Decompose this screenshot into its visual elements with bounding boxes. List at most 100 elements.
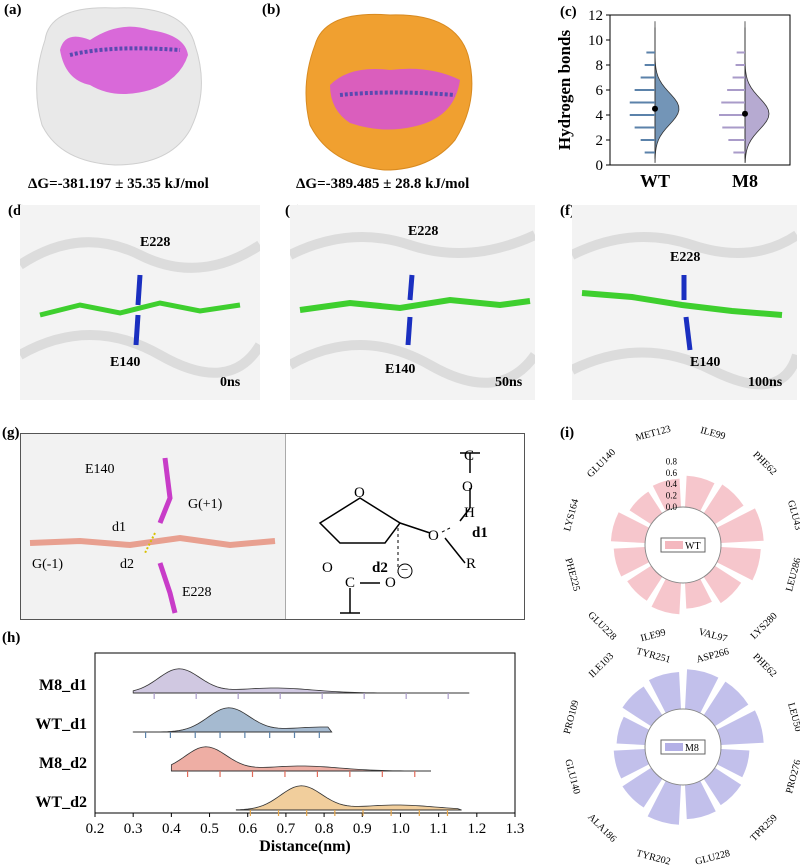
panel-c-label: (c) <box>560 4 577 20</box>
h-xtick-label: 0.7 <box>277 821 296 837</box>
h-xtick-label: 0.4 <box>162 821 181 837</box>
h-xtick-label: 0.6 <box>238 821 257 837</box>
g-o-bottom-right: O <box>385 575 396 591</box>
i-bar-leu50 <box>716 710 764 746</box>
panel-g-label: (g) <box>2 425 20 441</box>
panel-e-e140: E140 <box>385 362 416 377</box>
h-xlabel: Distance(nm) <box>259 838 351 855</box>
h-xtick-label: 0.3 <box>124 821 143 837</box>
i-bar-glu228 <box>684 780 716 820</box>
i-bar-tyr251 <box>651 578 682 615</box>
i-category-label: ILE103 <box>587 651 616 680</box>
g-s-d2: d2 <box>372 560 388 576</box>
panel-f-label: (f) <box>560 203 575 219</box>
i-bar-phe62 <box>703 484 744 525</box>
h-xtick-label: 1.2 <box>467 821 486 837</box>
g-c-bottom: C <box>345 575 356 591</box>
i-rtick-label: 0.2 <box>666 491 677 501</box>
chart-h: 0.2 0.3 0.4 0.5 0.6 0.7 0.8 0.9 1.0 1.1 1.2 1.3 Dist… <box>35 652 525 855</box>
md-snapshot-e <box>290 205 535 400</box>
i-category-label: ILE99 <box>699 425 727 442</box>
c-ytick-label: 0 <box>596 158 604 174</box>
panel-b-label: (b) <box>262 2 281 18</box>
c-mean-point <box>742 110 748 117</box>
c-xtick-label-wt: WT <box>640 171 670 191</box>
h-density-wt_d2 <box>235 785 462 811</box>
i-legend-m8: M8 <box>685 743 699 754</box>
i-category-label: GLU228 <box>694 848 731 865</box>
g-o-top: O <box>462 479 473 495</box>
i-bar-lys164 <box>610 512 650 544</box>
g-r: R <box>466 556 477 572</box>
i-bar-glu140 <box>629 491 663 525</box>
protein-surface-b <box>305 13 473 171</box>
i-category-label: LEU286 <box>784 557 800 593</box>
h-series-label-wt_d2: WT_d2 <box>35 794 87 811</box>
i-bar-met123 <box>652 478 682 512</box>
g-c-top: C <box>464 448 475 464</box>
c-ylabel: Hydrogen bonds <box>555 30 574 151</box>
i-category-label: TPR259 <box>748 812 779 843</box>
i-bar-glu43 <box>716 508 764 544</box>
i-bar-pro276 <box>716 748 750 778</box>
i-bar-glu140 <box>613 748 650 779</box>
protein-surface-a <box>36 7 202 166</box>
i-category-label: GLU228 <box>585 610 618 643</box>
c-mean-point <box>652 105 658 112</box>
i-category-label: LYS280 <box>749 611 780 642</box>
i-bar-glu228 <box>627 565 663 601</box>
g-h: H <box>464 505 475 521</box>
i-category-label: GLU140 <box>562 758 582 795</box>
h-xtick-label: 0.8 <box>315 821 334 837</box>
i-category-label: PHE225 <box>562 557 581 593</box>
h-xtick-label: 1.1 <box>429 821 448 837</box>
i-category-label: ASP266 <box>695 646 730 665</box>
c-ytick-label: 10 <box>588 33 603 49</box>
c-violin-m8 <box>744 21 770 163</box>
h-xtick-label: 1.3 <box>506 821 525 837</box>
panel-d-e228: E228 <box>140 235 171 250</box>
i-category-label: PRO109 <box>562 699 582 735</box>
i-category-label: ALA186 <box>585 812 618 845</box>
h-series-label-m8_d2: M8_d2 <box>39 755 87 772</box>
i-bar-lys280 <box>703 565 742 604</box>
panel-a-label: (a) <box>4 2 22 18</box>
i-category-label: MET123 <box>634 425 672 444</box>
panel-f-e228: E228 <box>670 250 701 265</box>
chart-c: 0 2 4 6 8 10 12 Hydrogen bonds WT M8 <box>555 8 791 191</box>
panel-i-label: (i) <box>560 425 575 441</box>
c-xtick-label-m8: M8 <box>732 171 758 191</box>
i-rtick-label: 0.6 <box>666 468 678 478</box>
i-bar-ala186 <box>622 767 663 808</box>
i-category-label: LEU50 <box>785 702 800 733</box>
c-ytick-label: 8 <box>596 58 604 74</box>
g-minus: − <box>401 562 409 577</box>
panel-f-e140: E140 <box>690 355 721 370</box>
g-ring-o: O <box>354 485 365 501</box>
h-series-label-m8_d1: M8_d1 <box>39 677 87 694</box>
i-bar-phe62 <box>703 681 749 727</box>
g-e140: E140 <box>85 462 115 477</box>
md-snapshot-d <box>20 205 260 400</box>
i-bar-pro109 <box>616 716 650 746</box>
panel-e-time: 50ns <box>495 375 523 390</box>
i-category-label: VAL97 <box>697 627 728 645</box>
h-xtick-label: 0.5 <box>200 821 219 837</box>
c-ytick-label: 2 <box>596 133 604 149</box>
i-bar-ile99 <box>684 475 715 512</box>
h-xtick-label: 1.0 <box>391 821 410 837</box>
g-o-mid: O <box>428 528 439 544</box>
i-bar-leu286 <box>716 546 761 581</box>
i-bar-ile103 <box>622 686 663 727</box>
h-series-label-wt_d1: WT_d1 <box>35 716 87 733</box>
i-category-label: PHE62 <box>750 651 778 679</box>
i-category-label: ILE99 <box>639 627 667 644</box>
panel-h-label: (h) <box>2 630 21 646</box>
g-gp1: G(+1) <box>188 497 223 512</box>
i-bar-tpr259 <box>703 767 742 806</box>
i-legend-swatch <box>665 541 683 549</box>
g-o-bottom-left: O <box>322 560 333 576</box>
i-category-label: GLU140 <box>585 447 618 480</box>
i-legend-swatch <box>665 743 683 751</box>
panel-d-e140: E140 <box>110 355 141 370</box>
